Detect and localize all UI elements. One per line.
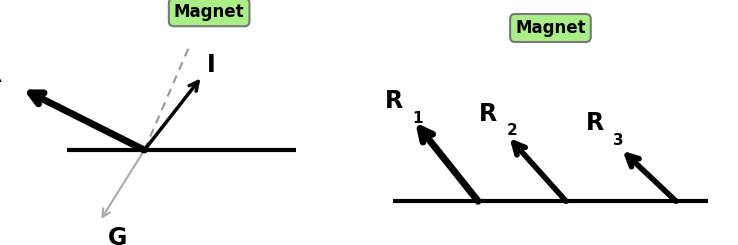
Text: R: R bbox=[384, 89, 403, 113]
Text: R: R bbox=[479, 102, 497, 126]
Text: R: R bbox=[0, 63, 1, 87]
Text: 3: 3 bbox=[613, 133, 624, 148]
Text: R: R bbox=[586, 111, 604, 135]
Text: G: G bbox=[108, 226, 127, 245]
Text: Magnet: Magnet bbox=[515, 19, 586, 37]
Text: Magnet: Magnet bbox=[174, 3, 244, 21]
Text: I: I bbox=[207, 53, 215, 77]
Text: 1: 1 bbox=[413, 111, 423, 126]
Text: 2: 2 bbox=[506, 123, 517, 138]
